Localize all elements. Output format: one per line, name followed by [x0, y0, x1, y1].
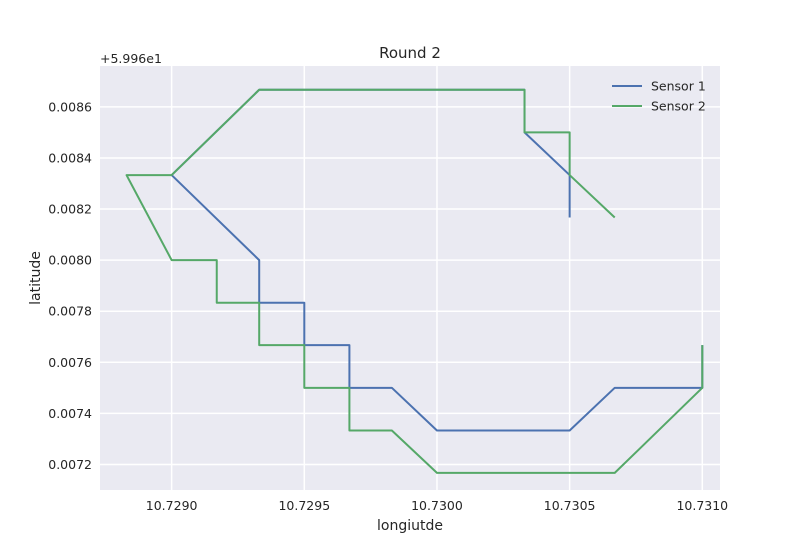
y-tick-label: 0.0082 [48, 202, 92, 217]
y-tick-label: 0.0078 [48, 304, 92, 319]
y-tick-label: 0.0084 [48, 150, 92, 165]
x-axis-title: longiutde [377, 518, 443, 534]
y-tick-label: 0.0086 [48, 99, 92, 114]
x-tick-label: 10.7300 [411, 498, 463, 513]
tick-labels: 10.7290 10.7295 10.7300 10.7305 10.7310 0.007… [48, 99, 728, 513]
y-axis-title: latitude [28, 251, 44, 305]
x-tick-label: 10.7295 [278, 498, 330, 513]
series-line-sensor-2 [125, 88, 704, 474]
plot-area [100, 66, 720, 490]
y-tick-label: 0.0080 [48, 253, 92, 268]
series-layer [125, 88, 704, 474]
y-tick-label: 0.0072 [48, 457, 92, 472]
legend-label-sensor-2: Sensor 2 [651, 99, 706, 114]
x-tick-label: 10.7305 [544, 498, 596, 513]
legend-label-sensor-1: Sensor 1 [651, 79, 706, 94]
y-tick-label: 0.0076 [48, 355, 92, 370]
x-tick-label: 10.7290 [146, 498, 198, 513]
x-tick-label: 10.7310 [676, 498, 728, 513]
legend: Sensor 1 Sensor 2 [612, 79, 706, 114]
y-tick-label: 0.0074 [48, 406, 92, 421]
chart-title: Round 2 [379, 44, 441, 62]
y-offset-label: +5.996e1 [100, 51, 162, 66]
